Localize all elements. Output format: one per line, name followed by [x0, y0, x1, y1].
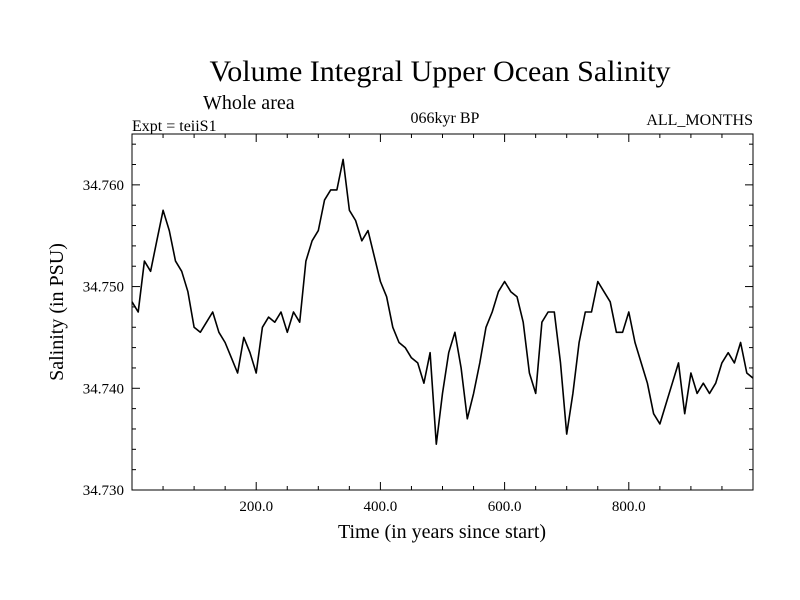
y-tick-label: 34.760: [83, 178, 124, 194]
x-tick-label: 200.0: [239, 499, 273, 515]
x-tick-label: 600.0: [488, 499, 522, 515]
y-tick-labels: 34.730 34.740 34.750 34.760: [83, 178, 124, 499]
y-tick-label: 34.730: [83, 483, 124, 499]
y-axis-label: Salinity (in PSU): [46, 243, 68, 381]
experiment-label: Expt = teiiS1: [132, 118, 217, 135]
chart-subtitle: Whole area: [203, 92, 295, 114]
plot-frame: [131, 133, 754, 491]
x-tick-label: 800.0: [612, 499, 646, 515]
y-tick-label: 34.740: [83, 381, 124, 397]
salinity-series-line: [131, 158, 754, 445]
months-label: ALL_MONTHS: [646, 112, 753, 129]
x-tick-label: 400.0: [364, 499, 398, 515]
period-label: 066kyr BP: [411, 110, 480, 127]
x-axis-label: Time (in years since start): [338, 521, 546, 543]
axis-ticks: [132, 134, 753, 491]
y-tick-label: 34.750: [83, 280, 124, 296]
chart-title: Volume Integral Upper Ocean Salinity: [210, 55, 671, 88]
x-tick-labels: 200.0 400.0 600.0 800.0: [239, 499, 645, 515]
